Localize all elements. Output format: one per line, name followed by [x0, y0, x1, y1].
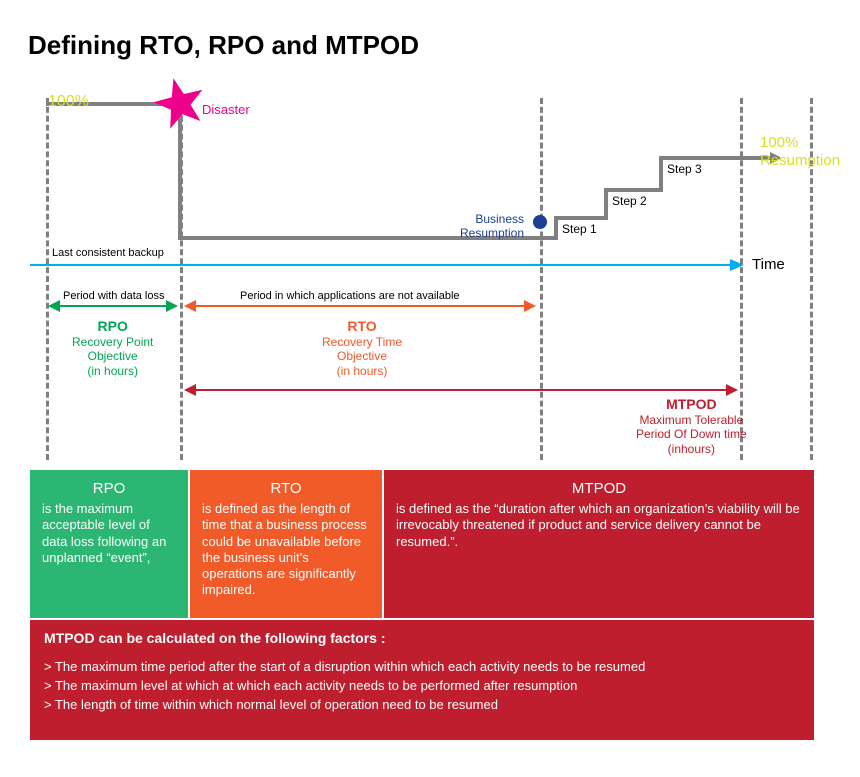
label-time: Time	[752, 256, 785, 274]
factors-item-1: > The maximum level at which at which ea…	[44, 677, 800, 696]
rto-mini-block: RTORecovery Time Objective (in hours)	[322, 318, 402, 378]
label-period-data-loss: Period with data loss	[63, 290, 165, 303]
factors-item-0: > The maximum time period after the star…	[44, 658, 800, 677]
mtpod-mini-block: MTPODMaximum Tolerable Period Of Down ti…	[636, 396, 747, 456]
label-period-unavail: Period in which applications are not ava…	[240, 290, 460, 303]
disaster-star-icon	[152, 76, 208, 132]
rto-box-title: RTO	[202, 480, 370, 497]
rto-definition-box: RTO is defined as the length of time tha…	[190, 470, 382, 618]
label-100-left: 100%	[48, 92, 89, 111]
mtpod-factors-box: MTPOD can be calculated on the following…	[30, 620, 814, 740]
factors-heading: MTPOD can be calculated on the following…	[44, 630, 800, 646]
mtpod-definition-box: MTPOD is defined as the “duration after …	[384, 470, 814, 618]
rpo-definition-box: RPO is the maximum acceptable level of d…	[30, 470, 188, 618]
page-title: Defining RTO, RPO and MTPOD	[28, 30, 419, 61]
mtpod-box-body: is defined as the “duration after which …	[396, 501, 802, 550]
factors-item-2: > The length of time within which normal…	[44, 696, 800, 715]
step-label-3: Step 3	[667, 162, 702, 176]
rpo-mini-block: RPORecovery Point Objective (in hours)	[72, 318, 153, 378]
label-business-resumption: Business Resumption	[460, 212, 524, 241]
label-disaster: Disaster	[202, 102, 250, 118]
label-100-resumption: 100% Resumption	[760, 134, 840, 170]
rpo-box-body: is the maximum acceptable level of data …	[42, 501, 176, 566]
business-resumption-dot-icon	[533, 215, 547, 229]
rpo-box-title: RPO	[42, 480, 176, 497]
label-last-backup: Last consistent backup	[52, 247, 164, 260]
step-label-2: Step 2	[612, 194, 647, 208]
time-axis	[30, 264, 742, 266]
step-label-1: Step 1	[562, 222, 597, 236]
rto-box-body: is defined as the length of time that a …	[202, 501, 370, 599]
mtpod-box-title: MTPOD	[396, 480, 802, 497]
